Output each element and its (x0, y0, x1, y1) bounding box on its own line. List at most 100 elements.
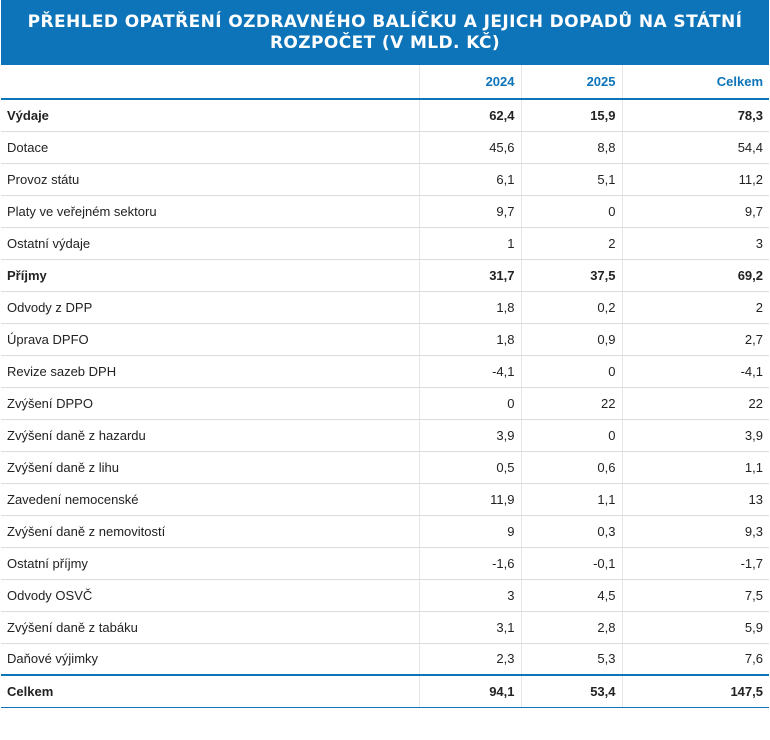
row-label: Zvýšení daně z hazardu (1, 419, 419, 452)
value-2025: 22 (520, 387, 622, 420)
table-row: Provoz státu 6,1 5,1 11,2 (1, 163, 769, 196)
value-2025: 2,8 (520, 611, 622, 644)
value-2024: 0 (418, 387, 521, 420)
table-row: Odvody z DPP 1,8 0,2 2 (1, 291, 769, 324)
value-2025: 5,1 (520, 163, 622, 196)
value-celkem: -4,1 (621, 355, 769, 388)
table-row: Zavedení nemocenské 11,9 1,1 13 (1, 483, 769, 516)
value-celkem: 9,3 (621, 515, 769, 548)
value-2024: 2,3 (418, 643, 521, 676)
value-2024: 31,7 (418, 259, 521, 292)
row-label: Úprava DPFO (1, 323, 419, 356)
total-row: Celkem 94,1 53,4 147,5 (1, 674, 769, 708)
table-row: Revize sazeb DPH -4,1 0 -4,1 (1, 355, 769, 388)
table-row: Zvýšení daně z tabáku 3,1 2,8 5,9 (1, 611, 769, 644)
row-label: Ostatní příjmy (1, 547, 419, 580)
value-celkem: 22 (621, 387, 769, 420)
value-2025: 5,3 (520, 643, 622, 676)
table-row: Dotace 45,6 8,8 54,4 (1, 131, 769, 164)
table-row: Ostatní výdaje 1 2 3 (1, 227, 769, 260)
row-label: Zavedení nemocenské (1, 483, 419, 516)
value-2024: 11,9 (418, 483, 521, 516)
value-celkem: 2 (621, 291, 769, 324)
value-2025: 0,3 (520, 515, 622, 548)
row-label: Zvýšení daně z lihu (1, 451, 419, 484)
value-2024: 0,5 (418, 451, 521, 484)
value-2025: -0,1 (520, 547, 622, 580)
value-2024: 3,9 (418, 419, 521, 452)
value-2024: 45,6 (418, 131, 521, 164)
row-label: Příjmy (1, 259, 419, 292)
table-row: Daňové výjimky 2,3 5,3 7,6 (1, 643, 769, 676)
value-celkem: 78,3 (621, 99, 769, 132)
value-celkem: 2,7 (621, 323, 769, 356)
row-label: Daňové výjimky (1, 643, 419, 676)
value-2024: 1 (418, 227, 521, 260)
table-row: Úprava DPFO 1,8 0,9 2,7 (1, 323, 769, 356)
table-row: Platy ve veřejném sektoru 9,7 0 9,7 (1, 195, 769, 228)
value-celkem: 69,2 (621, 259, 769, 292)
row-label: Odvody z DPP (1, 291, 419, 324)
value-2024: 1,8 (418, 323, 521, 356)
table-row: Příjmy 31,7 37,5 69,2 (1, 259, 769, 292)
total-2025: 53,4 (520, 674, 622, 708)
value-2024: 62,4 (418, 99, 521, 132)
value-celkem: 3,9 (621, 419, 769, 452)
value-2025: 8,8 (520, 131, 622, 164)
value-2024: -4,1 (418, 355, 521, 388)
row-label: Výdaje (1, 99, 419, 132)
value-2024: 3 (418, 579, 521, 612)
header-row: 2024 2025 Celkem (1, 65, 769, 100)
value-celkem: 9,7 (621, 195, 769, 228)
value-celkem: 7,6 (621, 643, 769, 676)
value-2025: 0 (520, 355, 622, 388)
value-2025: 0,6 (520, 451, 622, 484)
column-header-label (1, 65, 419, 100)
value-celkem: 5,9 (621, 611, 769, 644)
table-row: Ostatní příjmy -1,6 -0,1 -1,7 (1, 547, 769, 580)
row-label: Platy ve veřejném sektoru (1, 195, 419, 228)
value-2024: 9,7 (418, 195, 521, 228)
value-celkem: 54,4 (621, 131, 769, 164)
value-2025: 2 (520, 227, 622, 260)
row-label: Revize sazeb DPH (1, 355, 419, 388)
value-2024: 6,1 (418, 163, 521, 196)
row-label: Zvýšení daně z tabáku (1, 611, 419, 644)
value-2024: -1,6 (418, 547, 521, 580)
value-celkem: 13 (621, 483, 769, 516)
total-2024: 94,1 (418, 674, 521, 708)
table-widget: PŘEHLED OPATŘENÍ OZDRAVNÉHO BALÍČKU A JE… (1, 0, 769, 708)
value-2025: 0 (520, 419, 622, 452)
value-2025: 15,9 (520, 99, 622, 132)
value-celkem: 7,5 (621, 579, 769, 612)
table-row: Zvýšení daně z nemovitostí 9 0,3 9,3 (1, 515, 769, 548)
table-body: Výdaje 62,4 15,9 78,3 Dotace 45,6 8,8 54,4 Provo… (1, 99, 769, 676)
value-2024: 3,1 (418, 611, 521, 644)
table-row: Výdaje 62,4 15,9 78,3 (1, 99, 769, 132)
table-row: Zvýšení daně z lihu 0,5 0,6 1,1 (1, 451, 769, 484)
value-2025: 37,5 (520, 259, 622, 292)
total-celkem: 147,5 (621, 674, 769, 708)
value-celkem: -1,7 (621, 547, 769, 580)
column-header-2024: 2024 (418, 65, 521, 100)
value-2024: 9 (418, 515, 521, 548)
column-header-total: Celkem (621, 65, 769, 100)
row-label: Ostatní výdaje (1, 227, 419, 260)
value-celkem: 1,1 (621, 451, 769, 484)
row-label: Odvody OSVČ (1, 579, 419, 612)
column-header-2025: 2025 (520, 65, 622, 100)
budget-table: 2024 2025 Celkem Výdaje 62,4 15,9 78,3 Dotac… (1, 65, 769, 708)
value-2025: 0,2 (520, 291, 622, 324)
table-row: Zvýšení DPPO 0 22 22 (1, 387, 769, 420)
value-2025: 0,9 (520, 323, 622, 356)
table-title: PŘEHLED OPATŘENÍ OZDRAVNÉHO BALÍČKU A JE… (1, 0, 769, 65)
row-label: Provoz státu (1, 163, 419, 196)
row-label: Zvýšení DPPO (1, 387, 419, 420)
value-2025: 0 (520, 195, 622, 228)
value-2024: 1,8 (418, 291, 521, 324)
value-celkem: 3 (621, 227, 769, 260)
value-celkem: 11,2 (621, 163, 769, 196)
value-2025: 4,5 (520, 579, 622, 612)
value-2025: 1,1 (520, 483, 622, 516)
table-row: Zvýšení daně z hazardu 3,9 0 3,9 (1, 419, 769, 452)
